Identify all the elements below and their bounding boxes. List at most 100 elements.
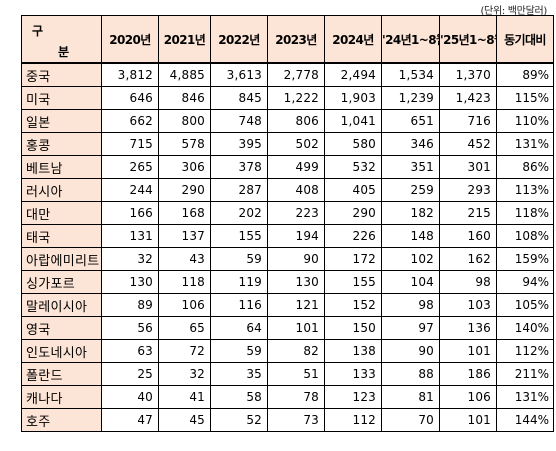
value-cell: 499 — [267, 155, 325, 179]
value-cell: 405 — [324, 178, 382, 202]
value-cell: 715 — [101, 132, 159, 156]
value-cell: 89 — [101, 293, 159, 317]
value-cell: 131 — [101, 224, 159, 248]
value-cell: 81 — [381, 385, 440, 409]
value-cell: 58 — [210, 385, 268, 409]
value-cell: 102 — [381, 247, 440, 271]
value-cell: 52 — [210, 408, 268, 432]
value-cell: 845 — [210, 86, 268, 110]
value-cell: 408 — [267, 178, 325, 202]
value-cell: 82 — [267, 339, 325, 363]
country-cell: 싱가포르 — [21, 270, 102, 294]
value-cell: 106 — [158, 293, 211, 317]
value-cell: 88 — [381, 362, 440, 386]
value-cell: 2,494 — [324, 62, 382, 87]
yoy-cell: 140% — [496, 316, 554, 340]
table-row: 캐나다 40 41 58 78 123 81 106 131% — [21, 385, 554, 409]
value-cell: 136 — [439, 316, 497, 340]
country-cell: 러시아 — [21, 178, 102, 202]
value-cell: 101 — [267, 316, 325, 340]
header-col: 2024년 — [324, 15, 382, 64]
yoy-cell: 110% — [496, 109, 554, 133]
country-cell: 인도네시아 — [21, 339, 102, 363]
value-cell: 47 — [101, 408, 159, 432]
country-cell: 홍콩 — [21, 132, 102, 156]
value-cell: 59 — [210, 339, 268, 363]
value-cell: 90 — [267, 247, 325, 271]
table-row: 대만 166 168 202 223 290 182 215 118% — [21, 201, 554, 225]
value-cell: 290 — [324, 201, 382, 225]
country-cell: 일본 — [21, 109, 102, 133]
value-cell: 265 — [101, 155, 159, 179]
table-row: 호주 47 45 52 73 112 70 101 144% — [21, 408, 554, 432]
value-cell: 215 — [439, 201, 497, 225]
country-cell: 대만 — [21, 201, 102, 225]
country-cell: 말레이시아 — [21, 293, 102, 317]
header-col: 동기대비 — [496, 15, 554, 64]
value-cell: 806 — [267, 109, 325, 133]
value-cell: 287 — [210, 178, 268, 202]
value-cell: 1,903 — [324, 86, 382, 110]
value-cell: 56 — [101, 316, 159, 340]
value-cell: 800 — [158, 109, 211, 133]
value-cell: 168 — [158, 201, 211, 225]
value-cell: 72 — [158, 339, 211, 363]
value-cell: 2,778 — [267, 62, 325, 87]
header-col: 2022년 — [210, 15, 268, 64]
value-cell: 106 — [439, 385, 497, 409]
table-row: 아랍에미리트 32 43 59 90 172 102 162 159% — [21, 247, 554, 271]
value-cell: 651 — [381, 109, 440, 133]
yoy-cell: 115% — [496, 86, 554, 110]
value-cell: 4,885 — [158, 62, 211, 87]
header-col: 2021년 — [158, 15, 211, 64]
value-cell: 1,534 — [381, 62, 440, 87]
table-row: 말레이시아 89 106 116 121 152 98 103 105% — [21, 293, 554, 317]
value-cell: 155 — [210, 224, 268, 248]
value-cell: 186 — [439, 362, 497, 386]
header-row: 구 분 2020년 2021년 2022년 2023년 2024년 '24년1~… — [21, 15, 554, 64]
header-category-bottom: 분 — [58, 45, 69, 59]
value-cell: 1,370 — [439, 62, 497, 87]
value-cell: 160 — [439, 224, 497, 248]
value-cell: 259 — [381, 178, 440, 202]
value-cell: 378 — [210, 155, 268, 179]
value-cell: 73 — [267, 408, 325, 432]
value-cell: 846 — [158, 86, 211, 110]
table-row: 베트남 265 306 378 499 532 351 301 86% — [21, 155, 554, 179]
value-cell: 716 — [439, 109, 497, 133]
value-cell: 148 — [381, 224, 440, 248]
header-category-top: 구 — [32, 24, 43, 38]
value-cell: 3,812 — [101, 62, 159, 87]
yoy-cell: 113% — [496, 178, 554, 202]
value-cell: 290 — [158, 178, 211, 202]
value-cell: 65 — [158, 316, 211, 340]
value-cell: 98 — [381, 293, 440, 317]
value-cell: 112 — [324, 408, 382, 432]
table-row: 폴란드 25 32 35 51 133 88 186 211% — [21, 362, 554, 386]
header-col: '25년1~8월 — [439, 15, 497, 64]
country-cell: 중국 — [21, 62, 102, 87]
yoy-cell: 86% — [496, 155, 554, 179]
value-cell: 101 — [439, 339, 497, 363]
value-cell: 45 — [158, 408, 211, 432]
yoy-cell: 112% — [496, 339, 554, 363]
value-cell: 226 — [324, 224, 382, 248]
country-cell: 태국 — [21, 224, 102, 248]
value-cell: 202 — [210, 201, 268, 225]
value-cell: 578 — [158, 132, 211, 156]
value-cell: 1,041 — [324, 109, 382, 133]
table-row: 중국 3,812 4,885 3,613 2,778 2,494 1,534 1,370 89% — [21, 62, 554, 87]
value-cell: 90 — [381, 339, 440, 363]
value-cell: 580 — [324, 132, 382, 156]
value-cell: 63 — [101, 339, 159, 363]
value-cell: 121 — [267, 293, 325, 317]
value-cell: 452 — [439, 132, 497, 156]
table-row: 홍콩 715 578 395 502 580 346 452 131% — [21, 132, 554, 156]
value-cell: 97 — [381, 316, 440, 340]
value-cell: 35 — [210, 362, 268, 386]
value-cell: 3,613 — [210, 62, 268, 87]
table-row: 러시아 244 290 287 408 405 259 293 113% — [21, 178, 554, 202]
value-cell: 162 — [439, 247, 497, 271]
value-cell: 101 — [439, 408, 497, 432]
value-cell: 172 — [324, 247, 382, 271]
